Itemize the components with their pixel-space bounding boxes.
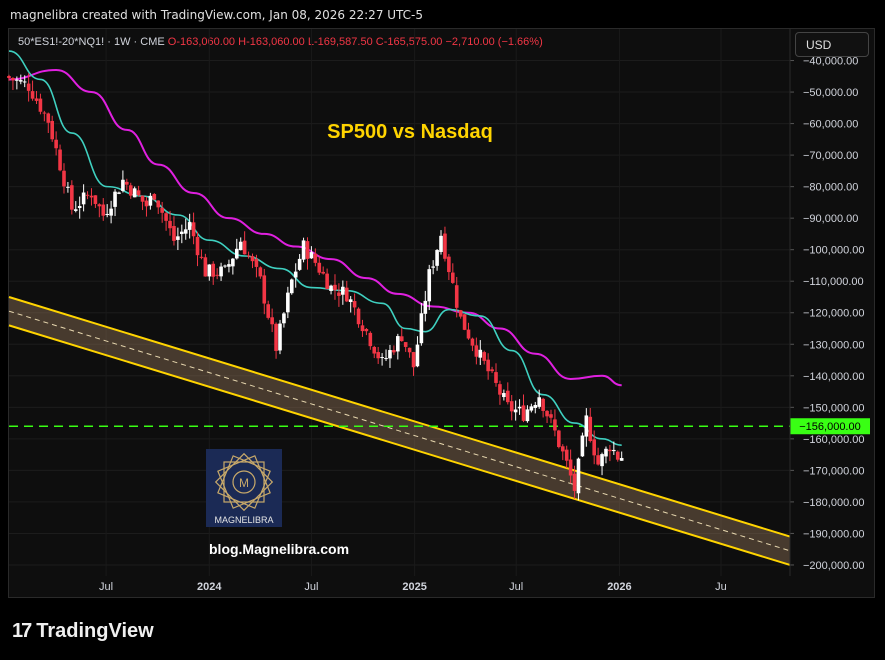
tradingview-logo[interactable]: 17 TradingView: [12, 620, 154, 643]
attribution-text: magnelibra created with TradingView.com,…: [10, 8, 424, 22]
currency-button[interactable]: USD: [795, 32, 869, 57]
legend-low: L-169,587.50: [307, 36, 373, 48]
legend-symbol[interactable]: 50*ES1!-20*NQ1! · 1W · CME: [18, 36, 165, 48]
legend-open: O-163,060.00: [167, 36, 236, 48]
ohlc-legend: 50*ES1!-20*NQ1! · 1W · CME O-163,060.00 …: [18, 36, 543, 48]
legend-high: H-163,060.00: [238, 36, 305, 48]
attribution-bar: magnelibra created with TradingView.com,…: [0, 0, 885, 28]
legend-change: −2,710.00 (−1.66%): [445, 36, 543, 48]
legend-close: C-165,575.00: [375, 36, 443, 48]
footer: [0, 598, 885, 660]
tv-icon: 17: [12, 620, 32, 642]
tradingview-wordmark: TradingView: [36, 620, 154, 642]
chart-pane[interactable]: [8, 28, 875, 598]
